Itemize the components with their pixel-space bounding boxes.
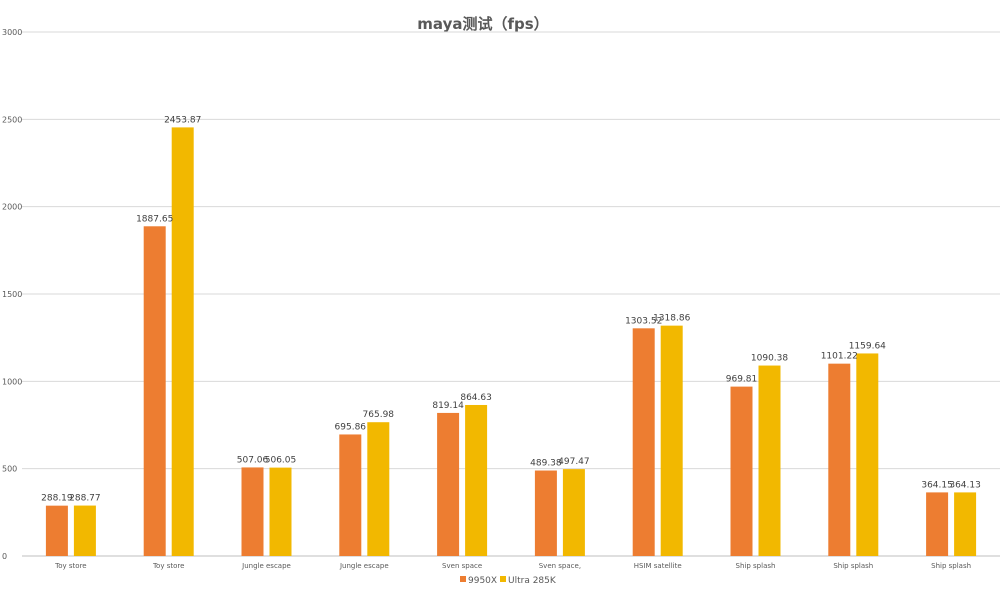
x-axis: Toy store Toy store Jungle escape Jungle es… — [54, 562, 971, 570]
x-tick-label: Toy store — [54, 562, 86, 570]
data-label: 1318.86 — [653, 314, 690, 324]
data-label: 864.63 — [460, 393, 492, 403]
data-label: 288.77 — [69, 494, 101, 504]
bar-series2 — [465, 404, 488, 556]
x-tick-label: HSIM satellite — [634, 562, 682, 570]
x-tick-label: Sven space, — [539, 562, 581, 570]
bar-series1 — [534, 470, 557, 556]
bar-series2 — [269, 467, 292, 556]
gridlines — [22, 31, 1000, 557]
bar-series2 — [954, 492, 977, 556]
y-tick-label: 500 — [2, 465, 17, 474]
data-label: 1303.52 — [625, 316, 662, 326]
bar-series2 — [758, 365, 781, 556]
legend-swatch — [500, 576, 506, 582]
bar-series1 — [241, 467, 264, 556]
x-tick-label: Jungle escape — [339, 562, 389, 570]
y-tick-label: 3000 — [2, 28, 22, 37]
data-label: 288.19 — [41, 494, 73, 504]
bar-series1 — [828, 363, 851, 556]
bar-series1 — [730, 386, 753, 556]
data-label: 489.38 — [530, 459, 562, 469]
bar-series2 — [73, 505, 96, 556]
data-label: 2453.87 — [164, 115, 201, 125]
y-tick-label: 2000 — [2, 203, 22, 212]
x-tick-label: Toy store — [152, 562, 184, 570]
y-tick-label: 1500 — [2, 290, 22, 299]
data-label: 497.47 — [558, 457, 590, 467]
data-label: 1159.64 — [849, 341, 886, 351]
data-label: 1090.38 — [751, 354, 788, 364]
data-label: 364.13 — [949, 480, 981, 490]
data-label: 364.15 — [921, 480, 953, 490]
y-tick-label: 0 — [2, 552, 7, 561]
data-label: 695.86 — [335, 422, 367, 432]
bar-series1 — [926, 492, 949, 556]
x-tick-label: Ship splash — [833, 562, 873, 570]
y-tick-label: 1000 — [2, 377, 22, 386]
data-label: 969.81 — [726, 375, 758, 385]
data-label: 506.05 — [265, 456, 297, 466]
legend: 9950X Ultra 285K — [460, 576, 557, 586]
data-label: 507.06 — [237, 455, 269, 465]
x-tick-label: Ship splash — [736, 562, 776, 570]
bar-series2 — [856, 353, 879, 556]
x-tick-label: Ship splash — [931, 562, 971, 570]
data-label: 819.14 — [432, 401, 464, 411]
data-label: 1101.22 — [821, 352, 858, 362]
legend-label: 9950X — [468, 576, 497, 586]
data-label: 1887.65 — [136, 214, 173, 224]
bar-series2 — [660, 325, 683, 556]
bar-series1 — [437, 412, 460, 556]
bar-series1 — [339, 434, 362, 556]
bar-series1 — [632, 328, 655, 556]
x-tick-label: Sven space — [442, 562, 482, 570]
x-tick-label: Jungle escape — [241, 562, 291, 570]
y-axis: 0 500 1000 1500 2000 2500 3000 — [2, 28, 22, 561]
bar-series2 — [171, 127, 194, 556]
chart-title: maya测试（fps） — [417, 15, 548, 33]
y-tick-label: 2500 — [2, 115, 22, 124]
bars — [45, 127, 977, 556]
bar-series2 — [367, 422, 390, 556]
legend-swatch — [460, 576, 466, 582]
bar-series2 — [562, 469, 585, 556]
legend-label: Ultra 285K — [508, 576, 557, 586]
data-label: 765.98 — [363, 410, 395, 420]
bar-series1 — [143, 226, 166, 556]
bar-series1 — [45, 505, 68, 556]
